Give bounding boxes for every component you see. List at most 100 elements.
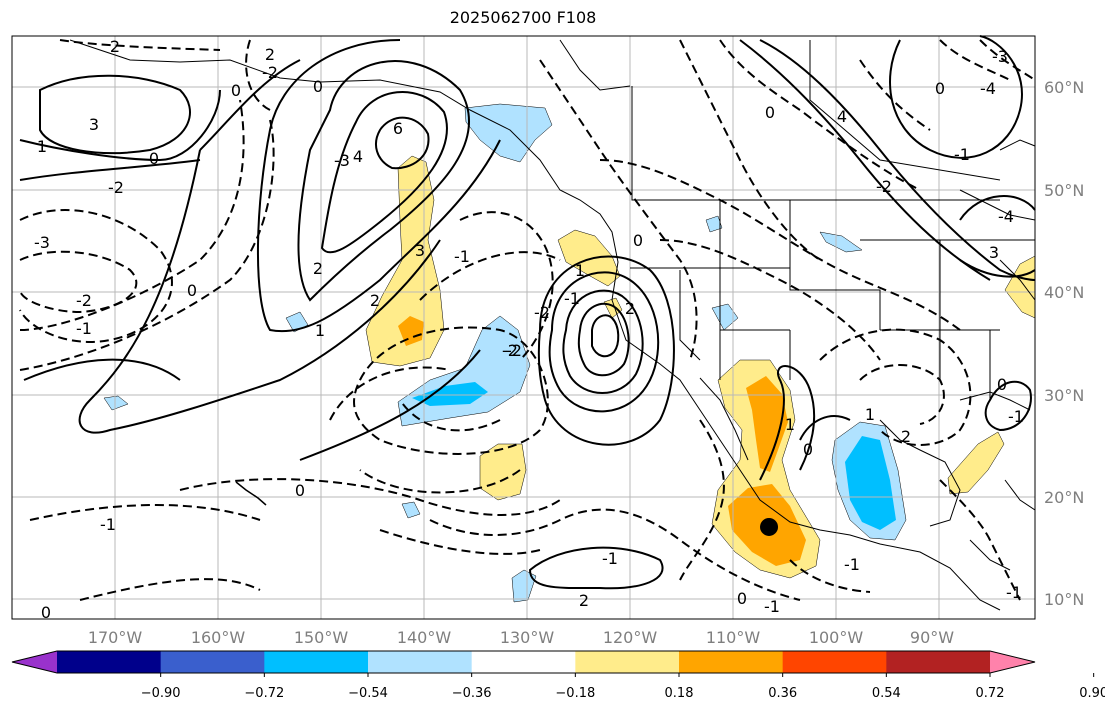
contour-label: 0 <box>737 589 747 608</box>
contour-label: 3 <box>89 115 99 134</box>
shade-small-blue-3 <box>511 569 537 603</box>
contour-label: 0 <box>997 375 1007 394</box>
colorbar-extend-low <box>12 651 57 673</box>
contour-label: -1 <box>76 319 92 338</box>
colorbar-tick-label: 0.36 <box>768 686 797 701</box>
lon-tick-label: 120°W <box>603 628 658 647</box>
colorbar-swatch <box>57 651 162 673</box>
colorbar-tick-label: 0.54 <box>872 686 901 701</box>
colorbar-swatch <box>679 651 784 673</box>
contour-label: 1 <box>315 321 325 340</box>
lon-tick-labels: 170°W 160°W 150°W 140°W 130°W 120°W 110°… <box>88 628 954 647</box>
contour-label: -2 <box>502 341 518 360</box>
colorbar-tick-label: −0.54 <box>348 686 388 701</box>
contour-label: 2 <box>625 299 635 318</box>
colorbar-swatch <box>368 651 473 673</box>
lon-tick-label: 100°W <box>809 628 864 647</box>
colorbar-tick-label: 0.72 <box>976 686 1005 701</box>
contour-label: 2 <box>579 591 589 610</box>
contour-label: 4 <box>837 107 847 126</box>
contour-label: -2 <box>876 177 892 196</box>
colorbar-tick-label: −0.90 <box>141 686 181 701</box>
shade-small-blue-6 <box>819 231 863 253</box>
contour-label: -2 <box>108 178 124 197</box>
lon-tick-label: 110°W <box>706 628 761 647</box>
contour-label: -3 <box>34 233 50 252</box>
colorbar-tick-label: 0.18 <box>665 686 694 701</box>
colorbar-tick-label: 0.90 <box>1079 686 1105 701</box>
lat-tick-label: 60°N <box>1044 78 1084 97</box>
lon-tick-label: 140°W <box>397 628 452 647</box>
colorbar-swatch <box>471 651 576 673</box>
contour-label: 6 <box>393 119 403 138</box>
contour-label: -1 <box>954 145 970 164</box>
lon-tick-label: 160°W <box>191 628 246 647</box>
contour-label: 2 <box>110 37 120 56</box>
contour-label: 0 <box>313 77 323 96</box>
location-marker <box>760 517 779 536</box>
contour-label: -2 <box>506 341 522 360</box>
lon-tick-label: 170°W <box>88 628 143 647</box>
colorbar-tick-label: −0.18 <box>555 686 595 701</box>
contours-negative <box>19 39 1036 601</box>
contour-label: 0 <box>935 79 945 98</box>
lat-tick-label: 30°N <box>1044 386 1084 405</box>
contour-label: -1 <box>602 549 618 568</box>
colorbar-swatch <box>160 651 265 673</box>
contour-label: -1 <box>1008 407 1024 426</box>
contour-label: -1 <box>100 515 116 534</box>
map-frame <box>11 35 1036 620</box>
contour-label: 2 <box>370 291 380 310</box>
contour-label: 2 <box>265 45 275 64</box>
shade-gulf-deepblue <box>845 436 896 530</box>
contour-label: -1 <box>844 555 860 574</box>
lat-tick-labels: 60°N 50°N 40°N 30°N 20°N 10°N <box>1044 78 1084 609</box>
contour-labels: 2 2 -2 0 3 1 0 -2 -3 -2 0 -1 0 -1 1 2 0 … <box>34 37 1024 622</box>
lat-tick-label: 50°N <box>1044 181 1084 200</box>
colorbar-outline <box>11 650 1036 674</box>
contour-label: 0 <box>231 81 241 100</box>
shade-small-blue-7 <box>401 501 421 519</box>
contour-label: 4 <box>353 147 363 166</box>
colorbar-swatch <box>575 651 680 673</box>
contour-label: 2 <box>313 259 323 278</box>
contour-label: 0 <box>149 149 159 168</box>
map-title: 2025062700 F108 <box>449 8 597 27</box>
shade-pacific-deepblue <box>412 382 488 406</box>
coastlines <box>69 39 1036 611</box>
contour-label: 1 <box>785 415 795 434</box>
shade-small-blue-4 <box>705 215 723 233</box>
contour-label: -3 <box>334 151 350 170</box>
colorbar-swatch <box>886 651 991 673</box>
contour-label: -1 <box>564 289 580 308</box>
contour-label: -3 <box>992 47 1008 66</box>
contour-label: 3 <box>989 243 999 262</box>
contours-positive <box>19 35 1036 590</box>
contour-label: -4 <box>980 79 996 98</box>
contour-label: 3 <box>415 241 425 260</box>
contour-label: 0 <box>803 440 813 459</box>
contour-label: -1 <box>1006 583 1022 602</box>
lat-tick-label: 20°N <box>1044 488 1084 507</box>
contour-label: -4 <box>998 207 1014 226</box>
lon-tick-label: 150°W <box>294 628 349 647</box>
colorbar-extend-high <box>990 651 1035 673</box>
contour-label: 2 <box>901 427 911 446</box>
lat-tick-label: 40°N <box>1044 283 1084 302</box>
contour-label: -1 <box>454 247 470 266</box>
contour-label: 0 <box>187 281 197 300</box>
lon-tick-label: 90°W <box>910 628 954 647</box>
shade-yellow-center <box>479 443 527 501</box>
colorbar-tick-label: −0.36 <box>452 686 492 701</box>
colorbar: −0.90 −0.72 −0.54 −0.36 −0.18 0.18 0.36 0.54 0.7… <box>11 650 1105 701</box>
contour-label: 1 <box>575 261 585 280</box>
contour-label: 0 <box>765 103 775 122</box>
gridlines <box>12 36 1035 619</box>
lon-tick-label: 130°W <box>500 628 555 647</box>
colorbar-swatch <box>264 651 369 673</box>
contour-label: -1 <box>764 597 780 616</box>
contour-label: -2 <box>76 291 92 310</box>
shade-mexico-orange-north <box>746 376 788 472</box>
contour-label: 1 <box>37 137 47 156</box>
colorbar-swatch <box>782 651 887 673</box>
